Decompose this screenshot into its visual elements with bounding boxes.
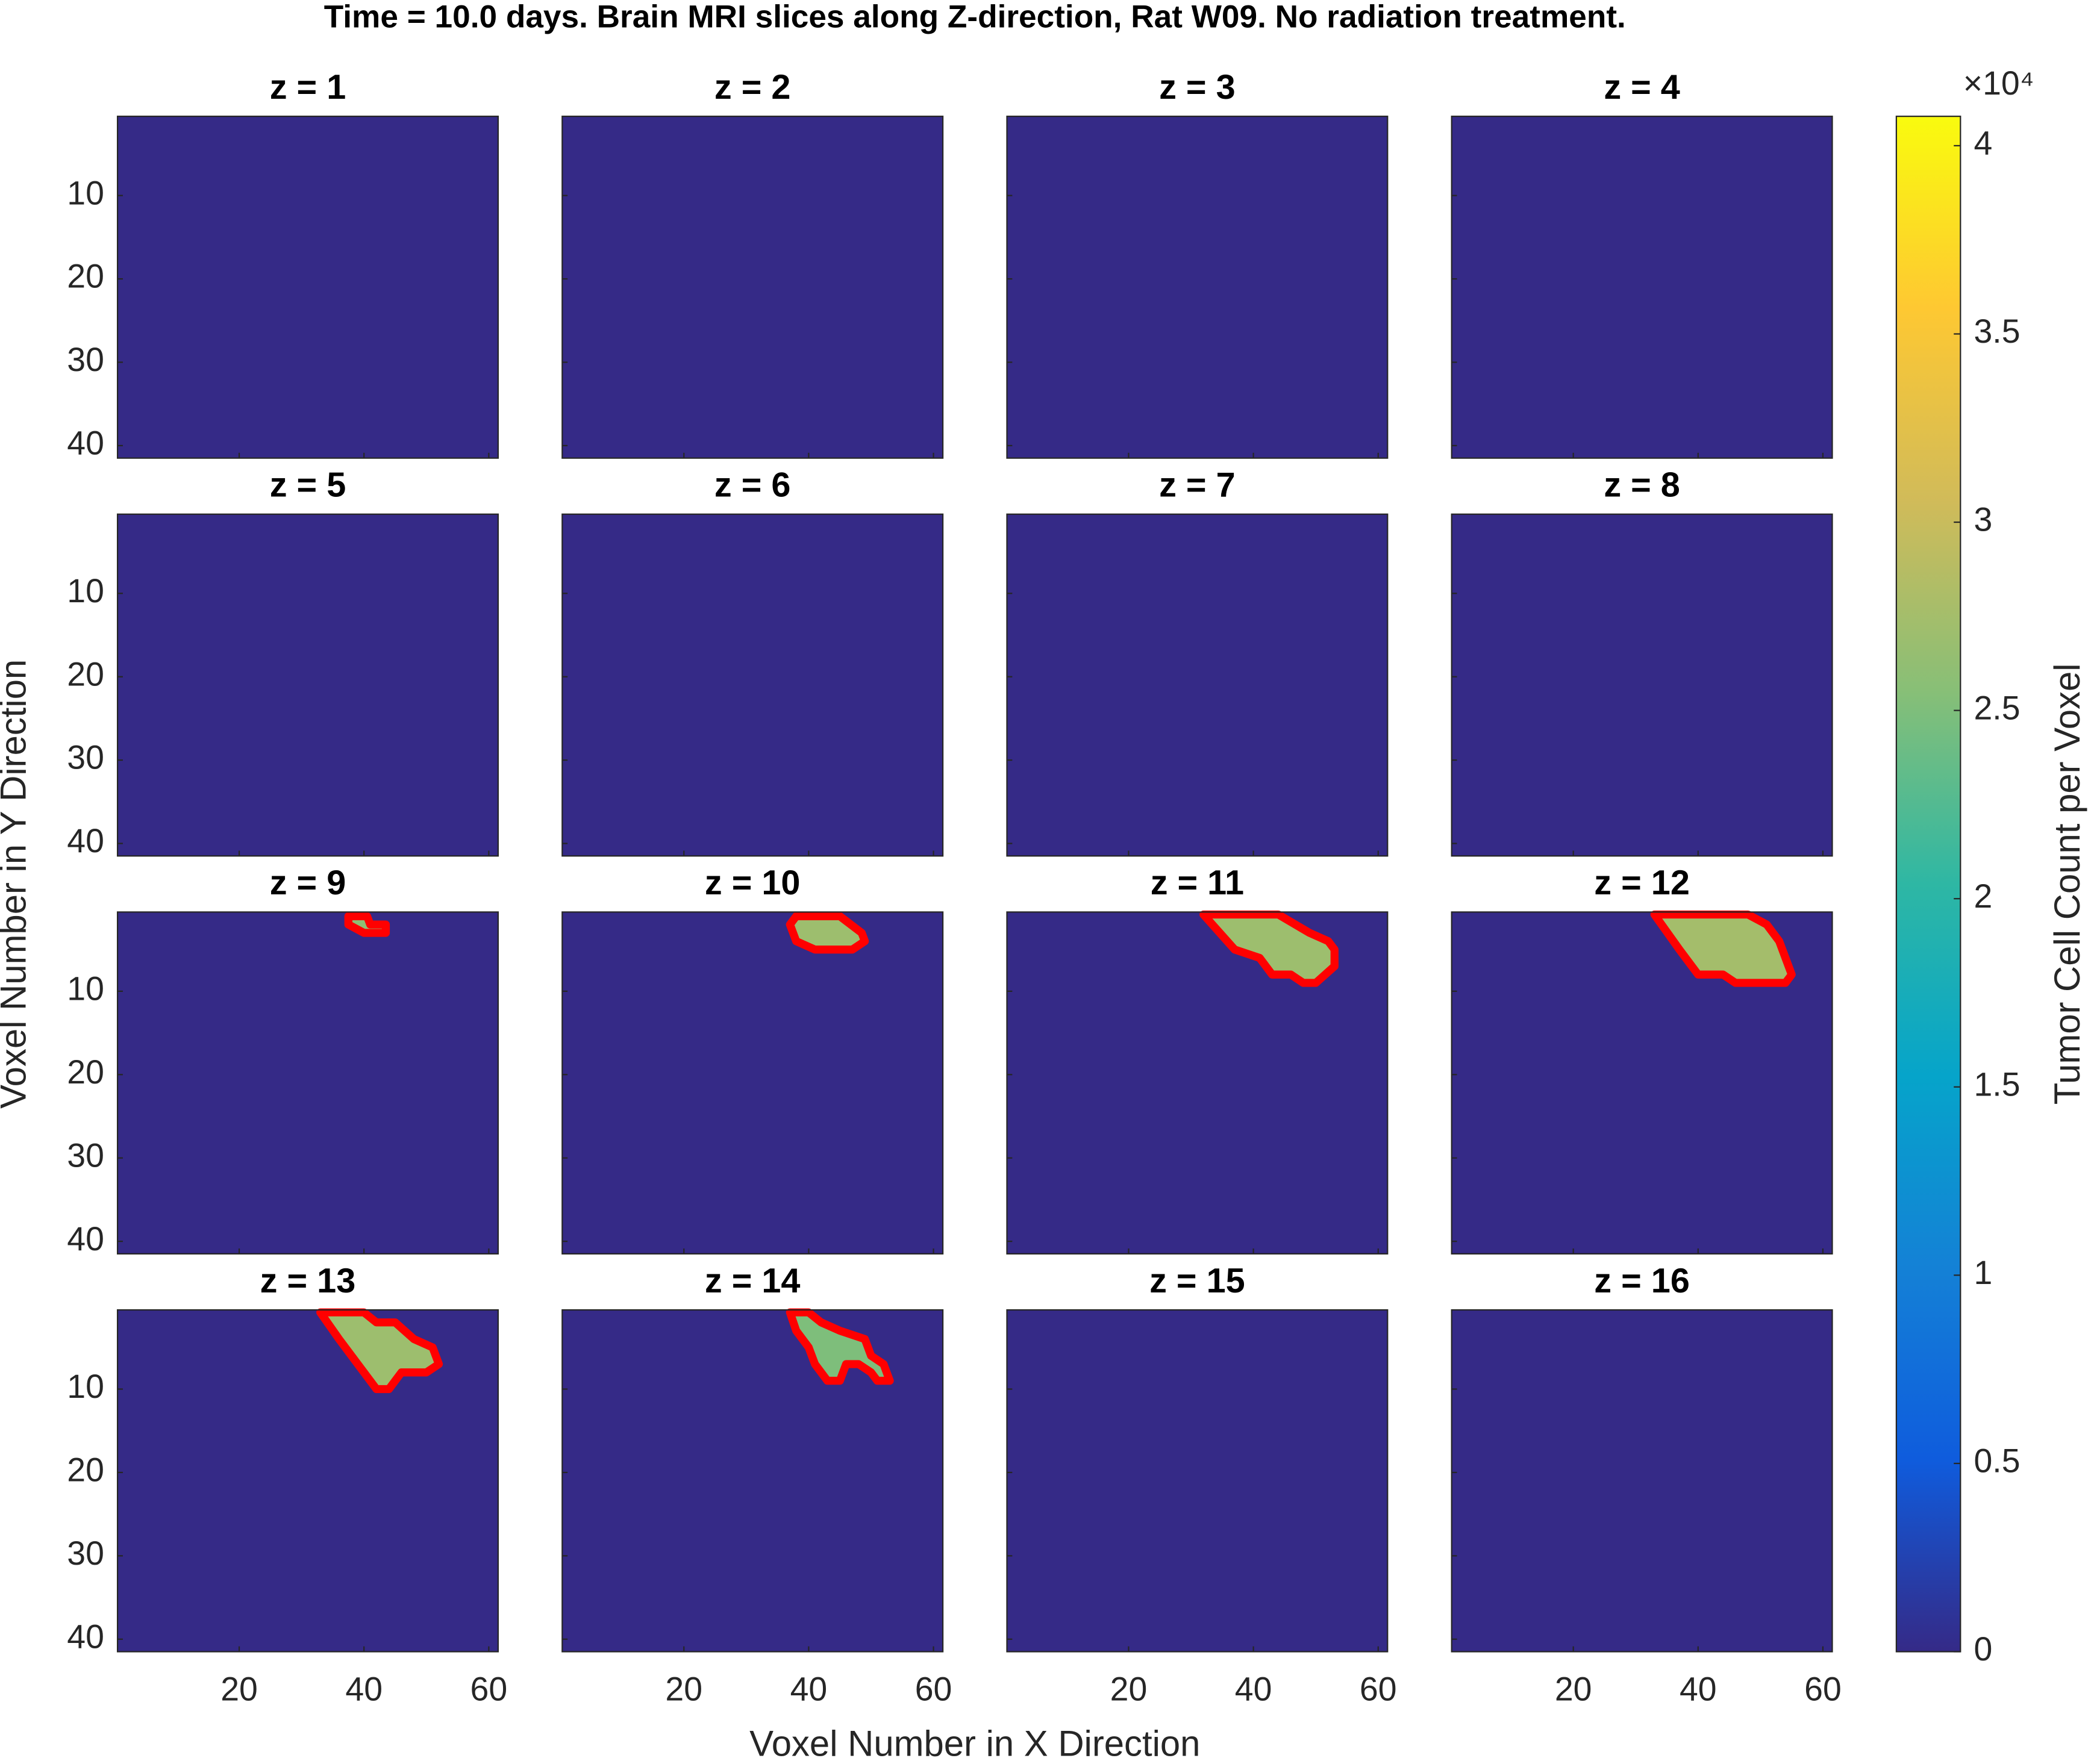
panel-title: z = 11	[1151, 864, 1244, 902]
panel-frame	[1451, 1309, 1833, 1653]
panel-frame	[1006, 1309, 1389, 1653]
panel-frame	[561, 1309, 944, 1653]
x-tick-label: 40	[1680, 1671, 1717, 1708]
y-tick-label: 10	[67, 1368, 104, 1405]
panel-frame	[1006, 513, 1389, 857]
tumor-region	[1650, 910, 1796, 987]
panel-background	[117, 912, 498, 1254]
x-tick-label: 60	[470, 1671, 508, 1708]
x-tick-label: 60	[915, 1671, 952, 1708]
panel-title: z = 13	[260, 1262, 356, 1300]
panel-background	[1451, 116, 1833, 458]
colorbar	[1895, 116, 1961, 1653]
panel-title: z = 15	[1149, 1262, 1245, 1300]
x-tick-label: 60	[1804, 1671, 1842, 1708]
panel-title: z = 14	[705, 1262, 801, 1300]
y-axis-label: Voxel Number in Y Direction	[0, 659, 33, 1109]
panel-background	[562, 116, 943, 458]
x-tick-label: 60	[1360, 1671, 1397, 1708]
panel-background	[1007, 514, 1388, 856]
panel-frame	[1006, 911, 1389, 1254]
colorbar-tick-label: 0.5	[1974, 1442, 2020, 1480]
y-tick-label: 20	[67, 655, 104, 693]
panel-title: z = 12	[1594, 864, 1690, 902]
y-tick-label: 20	[67, 1053, 104, 1091]
y-tick-label: 10	[67, 970, 104, 1008]
panel-frame	[1451, 116, 1833, 459]
tumor-region	[344, 912, 390, 937]
x-axis-label: Voxel Number in X Direction	[749, 1724, 1200, 1764]
panel-title: z = 8	[1604, 466, 1680, 505]
panel-background	[562, 514, 943, 856]
colorbar-tick-label: 4	[1974, 125, 1992, 162]
panel-title: z = 5	[270, 466, 346, 505]
panel-title: z = 7	[1159, 466, 1236, 505]
colorbar-tick-label: 3	[1974, 501, 1992, 538]
panel-title: z = 6	[714, 466, 791, 505]
panel-frame	[116, 116, 499, 459]
panel-frame	[1451, 513, 1833, 857]
panel-frame	[116, 1309, 499, 1653]
panel-frame	[561, 116, 944, 459]
y-tick-label: 10	[67, 174, 104, 211]
panel-frame	[1006, 116, 1389, 459]
panel-background	[1007, 1309, 1388, 1652]
y-tick-label: 10	[67, 572, 104, 609]
panel-frame	[561, 513, 944, 857]
y-tick-label: 40	[67, 822, 104, 859]
panel-background	[1451, 1309, 1833, 1652]
x-tick-label: 20	[1555, 1671, 1592, 1708]
panel-frame	[561, 911, 944, 1254]
chart-title: Time = 10.0 days. Brain MRI slices along…	[324, 0, 1626, 34]
panel-title: z = 9	[270, 864, 346, 902]
x-tick-label: 40	[345, 1671, 383, 1708]
tumor-region	[1199, 910, 1339, 987]
colorbar-exponent: ×10⁴	[1963, 64, 2034, 102]
panel-title: z = 1	[270, 68, 346, 107]
y-tick-label: 40	[67, 1220, 104, 1258]
panel-title: z = 16	[1594, 1262, 1690, 1300]
panel-background	[1007, 116, 1388, 458]
panel-background	[1451, 514, 1833, 856]
tumor-region	[316, 1308, 443, 1394]
panel-frame	[116, 513, 499, 857]
y-tick-label: 20	[67, 258, 104, 295]
colorbar-tick-label: 1	[1974, 1254, 1992, 1291]
colorbar-tick-label: 3.5	[1974, 313, 2020, 350]
x-tick-label: 40	[790, 1671, 828, 1708]
colorbar-label: Tumor Cell Count per Voxel	[2047, 663, 2087, 1105]
panel-background	[117, 116, 498, 458]
panel-frame	[116, 911, 499, 1254]
colorbar-tick-label: 2.5	[1974, 689, 2020, 726]
panel-title: z = 3	[1159, 68, 1236, 107]
colorbar-tick-label: 0	[1974, 1630, 1992, 1668]
colorbar-tick-label: 2	[1974, 877, 1992, 915]
panel-frame	[1451, 911, 1833, 1254]
x-tick-label: 20	[665, 1671, 702, 1708]
y-tick-label: 40	[67, 1618, 104, 1655]
panel-title: z = 2	[714, 68, 791, 107]
panel-background	[117, 514, 498, 856]
y-tick-label: 30	[67, 341, 104, 378]
y-tick-label: 30	[67, 1535, 104, 1572]
y-tick-label: 30	[67, 739, 104, 776]
colorbar-tick-label: 1.5	[1974, 1065, 2020, 1103]
y-tick-label: 20	[67, 1451, 104, 1489]
y-tick-label: 40	[67, 425, 104, 462]
x-tick-label: 40	[1235, 1671, 1272, 1708]
panel-background	[562, 912, 943, 1254]
panel-title: z = 4	[1604, 68, 1680, 107]
x-tick-label: 20	[220, 1671, 258, 1708]
panel-title: z = 10	[705, 864, 801, 902]
y-tick-label: 30	[67, 1136, 104, 1174]
tumor-region	[786, 912, 869, 954]
tumor-region	[786, 1308, 894, 1385]
x-tick-label: 20	[1110, 1671, 1148, 1708]
